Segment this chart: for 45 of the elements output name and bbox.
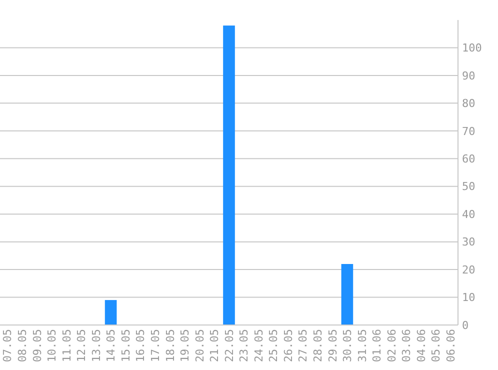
- x-tick-label: 22.05: [222, 329, 236, 362]
- y-tick-label: 30: [462, 236, 476, 249]
- x-tick-label: 10.05: [46, 329, 59, 362]
- y-tick-label: 90: [462, 69, 476, 82]
- x-tick-label: 28.05: [311, 329, 324, 362]
- x-tick-label: 12.05: [75, 329, 88, 362]
- x-tick-label: 23.05: [238, 329, 251, 362]
- x-tick-label: 21.05: [208, 329, 222, 362]
- x-tick-label: 04.06: [414, 329, 428, 362]
- x-tick-label: 03.06: [400, 329, 414, 362]
- x-tick-label: 14.05: [104, 329, 118, 362]
- x-tick-label: 09.05: [30, 329, 44, 362]
- x-tick-label: 25.05: [267, 329, 280, 362]
- x-tick-label: 18.05: [164, 329, 177, 362]
- x-tick-label: 15.05: [119, 329, 132, 362]
- y-tick-label: 0: [462, 318, 469, 332]
- x-tick-label: 08.05: [16, 329, 30, 362]
- x-tick-label: 24.05: [252, 329, 266, 362]
- y-tick-label: 20: [462, 263, 476, 276]
- x-tick-label: 06.06: [444, 329, 458, 362]
- y-tick-label: 70: [462, 124, 476, 138]
- x-tick-label: 07.05: [1, 329, 14, 362]
- x-tick-label: 29.05: [326, 329, 340, 362]
- x-tick-label: 17.05: [148, 329, 162, 362]
- x-tick-label: 11.05: [60, 329, 74, 362]
- x-tick-label: 19.05: [178, 329, 192, 362]
- y-tick-label: 100: [462, 42, 482, 55]
- bar: [223, 26, 235, 325]
- x-tick-label: 26.05: [282, 329, 295, 362]
- y-tick-label: 80: [462, 97, 476, 110]
- y-tick-label: 10: [462, 291, 476, 304]
- y-tick-label: 40: [462, 208, 476, 221]
- x-tick-label: 27.05: [296, 329, 310, 362]
- x-tick-label: 31.05: [356, 329, 369, 362]
- y-tick-label: 60: [462, 152, 476, 166]
- bar: [104, 300, 117, 325]
- x-tick-label: 01.06: [370, 329, 384, 362]
- x-tick-label: 30.05: [341, 329, 354, 362]
- x-tick-label: 02.06: [385, 329, 398, 362]
- x-tick-label: 13.05: [90, 329, 103, 362]
- bar: [341, 264, 354, 325]
- x-tick-label: 05.06: [430, 329, 443, 362]
- x-tick-label: 20.05: [193, 329, 206, 362]
- y-tick-label: 50: [462, 180, 476, 194]
- x-tick-label: 16.05: [134, 329, 148, 362]
